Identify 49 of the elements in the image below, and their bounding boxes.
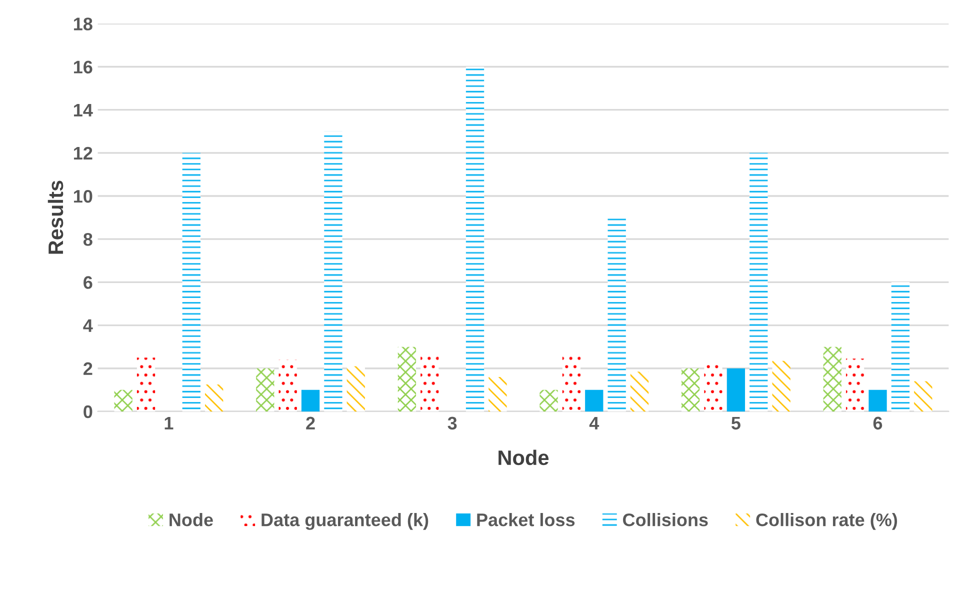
- x-tick-label: 6: [873, 416, 882, 430]
- bar: [562, 355, 581, 412]
- legend-label: Collison rate (%): [756, 512, 898, 530]
- bar: [726, 368, 746, 412]
- bar: [608, 218, 626, 412]
- bar: [846, 358, 864, 412]
- bar: [681, 368, 700, 412]
- y-axis-title: Results: [48, 180, 64, 254]
- y-tick-label: 2: [84, 362, 92, 375]
- bar: [398, 346, 416, 412]
- bar: [585, 390, 604, 412]
- bar: [891, 282, 910, 412]
- y-tick-label: 6: [84, 276, 92, 289]
- x-tick-label: 4: [589, 416, 600, 430]
- legend-label: Data guaranteed (k): [262, 512, 428, 530]
- bar: [823, 346, 842, 412]
- legend-label: Node: [170, 512, 213, 526]
- bar: [301, 390, 320, 412]
- bar: [488, 376, 507, 412]
- bar: [540, 390, 558, 412]
- x-axis-title: Node: [498, 450, 549, 466]
- y-tick-label: 12: [74, 146, 92, 160]
- bar: [256, 368, 274, 412]
- bar: [466, 66, 484, 412]
- bar: [182, 152, 200, 412]
- y-tick-label: 16: [74, 60, 92, 74]
- bar: [324, 131, 342, 412]
- legend-label: Packet loss: [477, 512, 575, 526]
- bar: [772, 360, 790, 412]
- x-tick-label: 3: [448, 416, 457, 430]
- bar: [346, 366, 365, 412]
- y-tick-label: 14: [74, 104, 93, 116]
- bar: [750, 152, 768, 412]
- x-tick-label: 5: [731, 416, 740, 430]
- legend-label: Collisions: [623, 512, 708, 526]
- bar: [630, 372, 649, 412]
- bar: [114, 390, 132, 412]
- bar: [868, 390, 887, 412]
- x-tick-label: 2: [306, 416, 315, 430]
- bar: [205, 384, 224, 412]
- y-tick-label: 0: [84, 405, 92, 418]
- x-tick-label: 1: [164, 416, 174, 430]
- bar: [136, 358, 156, 412]
- y-tick-label: 18: [74, 18, 92, 30]
- y-tick-label: 8: [83, 233, 92, 246]
- y-tick-label: 4: [83, 319, 93, 332]
- bar: [914, 381, 932, 412]
- y-tick-label: 10: [74, 190, 92, 203]
- bar: [278, 360, 297, 412]
